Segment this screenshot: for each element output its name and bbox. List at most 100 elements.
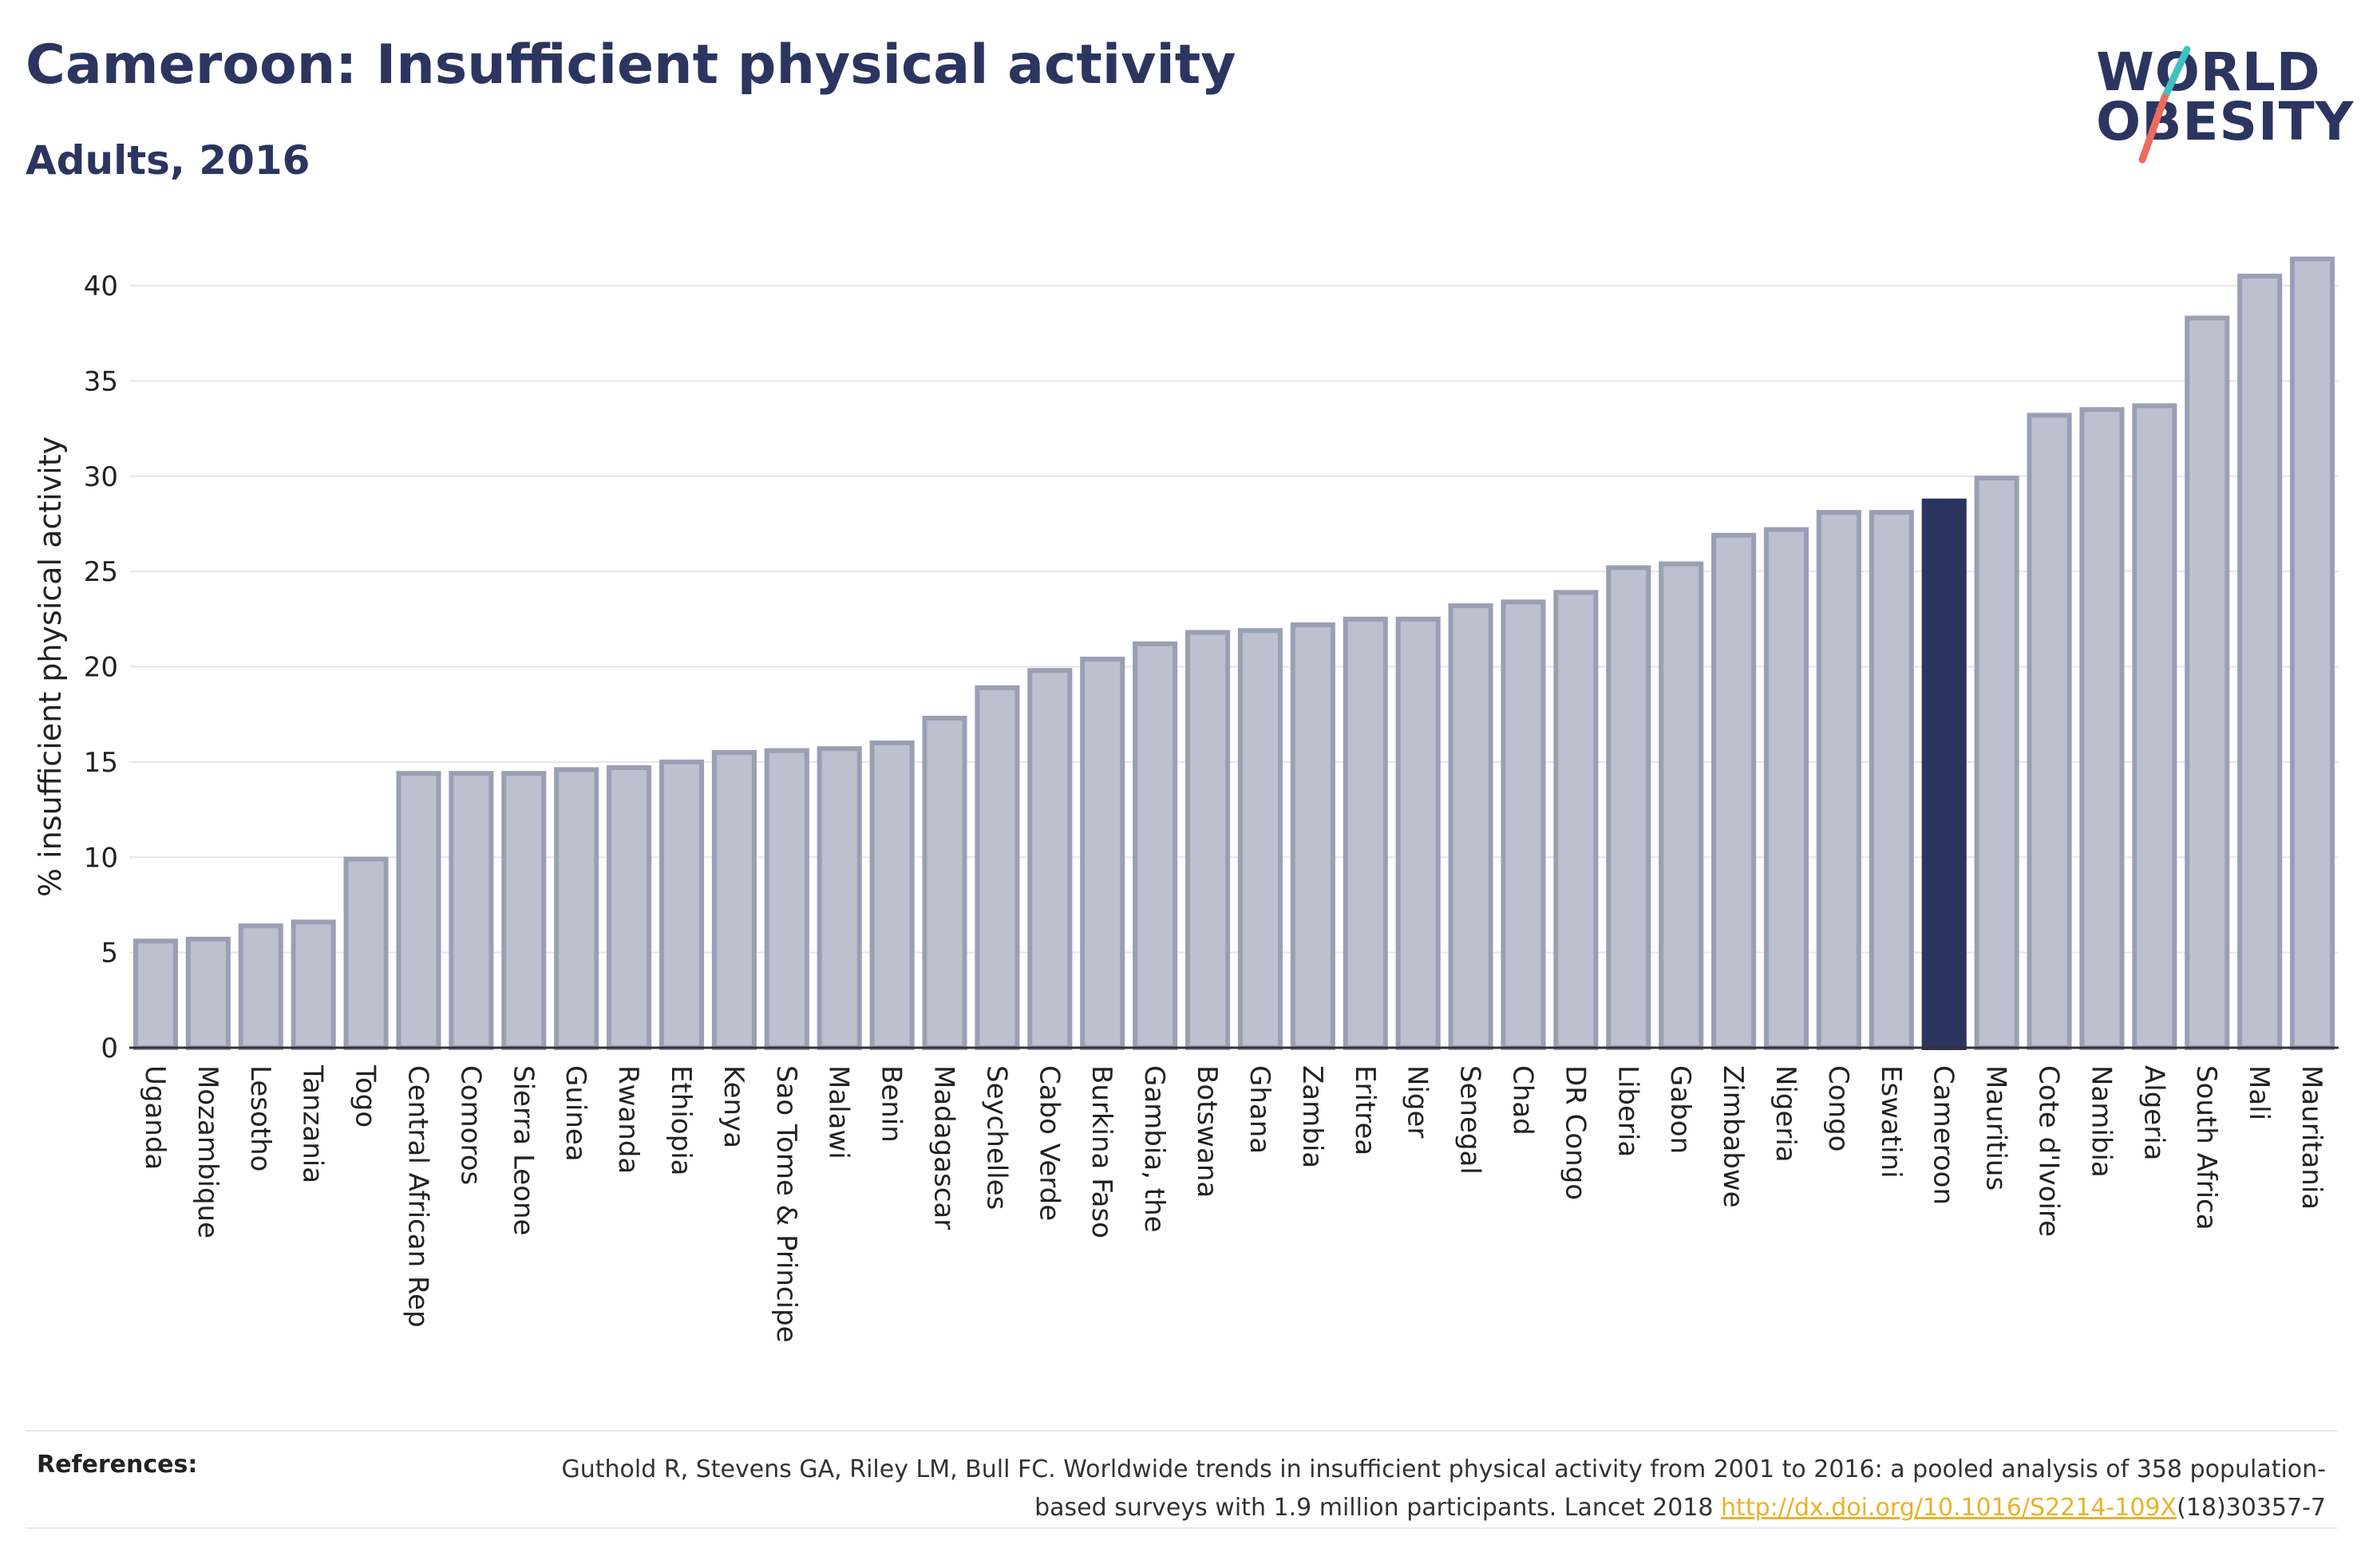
x-tick-label: Togo [350, 1064, 382, 1128]
x-tick-label: Madagascar [928, 1065, 960, 1230]
bar [291, 919, 336, 1050]
x-tick-label: South Africa [2190, 1065, 2222, 1230]
bar [764, 748, 809, 1050]
y-tick-label: 40 [84, 271, 118, 302]
logo-line-1: WORLD [2096, 41, 2321, 103]
bar [607, 765, 652, 1050]
bar [343, 856, 389, 1051]
bar [2079, 407, 2125, 1050]
bar [1185, 630, 1231, 1050]
x-tick-label: Cameroon [1928, 1065, 1960, 1205]
bar-chart: 0 5 10 15 20 25 30 35 40 % insufficient physical … [33, 256, 2339, 1343]
bar [1080, 656, 1125, 1050]
x-tick-label: Chad [1506, 1065, 1538, 1136]
chart-title: Cameroon: Insufficient physical activity [26, 34, 1236, 97]
bar [2290, 256, 2335, 1050]
bar [869, 741, 915, 1050]
x-tick-label: Botswana [1191, 1065, 1223, 1198]
divider-top [26, 1430, 2337, 1432]
bar [922, 715, 967, 1051]
references-label: References: [37, 1451, 198, 1479]
chart-subtitle: Adults, 2016 [26, 137, 310, 184]
bar [1501, 599, 1546, 1050]
x-tick-label: Algeria [2138, 1065, 2169, 1160]
bar [2185, 315, 2230, 1050]
y-tick-label: 30 [84, 461, 118, 493]
bar [501, 771, 547, 1050]
bar [975, 685, 1020, 1050]
x-tick-label: Senegal [1454, 1065, 1486, 1175]
bar [396, 771, 441, 1050]
bar [554, 767, 599, 1050]
bar [2237, 274, 2283, 1050]
bar [1606, 565, 1651, 1051]
reference-doi-link[interactable]: http://dx.doi.org/10.1016/S2214-109X [1721, 1494, 2177, 1522]
y-tick-label: 15 [84, 747, 118, 779]
bar [132, 938, 178, 1050]
x-tick-label: Guinea [560, 1065, 591, 1162]
x-tick-label: Mauritania [2296, 1065, 2327, 1210]
bar-highlight [1921, 498, 1967, 1051]
bar [1659, 561, 1704, 1050]
bar [711, 749, 757, 1050]
bar [1343, 616, 1388, 1050]
x-tick-label: DR Congo [1559, 1065, 1591, 1200]
x-tick-label: Niger [1402, 1065, 1434, 1138]
y-tick-label: 25 [84, 556, 118, 588]
x-tick-label: Cabo Verde [1033, 1065, 1065, 1221]
bar [1711, 532, 1757, 1050]
x-tick-label: Uganda [139, 1065, 171, 1170]
y-tick-label: 10 [84, 842, 118, 874]
bar [1763, 527, 1809, 1051]
x-tick-label: Burkina Faso [1086, 1065, 1117, 1238]
bar [1448, 603, 1493, 1050]
x-tick-label: Nigeria [1770, 1065, 1801, 1163]
reference-citation: Guthold R, Stevens GA, Riley LM, Bull FC… [561, 1455, 2326, 1522]
bar [1133, 641, 1178, 1050]
bar [449, 771, 494, 1050]
y-tick-label: 5 [101, 938, 118, 970]
x-tick-label: Sierra Leone [507, 1065, 539, 1235]
bar [2132, 403, 2177, 1051]
x-tick-label: Lesotho [244, 1065, 276, 1171]
x-tick-label: Benin [876, 1065, 908, 1143]
references-text: Guthold R, Stevens GA, Riley LM, Bull FC… [490, 1451, 2326, 1527]
x-tick-label: Central African Rep [401, 1065, 433, 1328]
x-tick-label: Seychelles [980, 1065, 1012, 1210]
x-tick-label: Eswatini [1875, 1065, 1907, 1179]
y-tick-label: 0 [101, 1033, 118, 1064]
x-tick-label: Ethiopia [665, 1065, 697, 1175]
x-tick-label: Mozambique [192, 1065, 223, 1238]
x-tick-label: Gabon [1664, 1065, 1696, 1154]
bar [1395, 616, 1441, 1050]
divider-bottom [26, 1527, 2337, 1529]
bar [658, 759, 705, 1050]
x-tick-label: Malawi [823, 1065, 855, 1159]
bar [2027, 413, 2072, 1051]
bar [1974, 476, 2019, 1050]
x-tick-label: Ghana [1244, 1065, 1275, 1154]
x-tick-label: Sao Tome & Principe [770, 1065, 802, 1343]
x-tick-label: Cote d'Ivoire [2033, 1065, 2065, 1237]
x-tick-label: Rwanda [612, 1065, 644, 1174]
x-tick-label: Namibia [2085, 1065, 2117, 1178]
y-axis-label: % insufficient physical activity [33, 436, 68, 897]
reference-suffix: (18)30357-7 [2177, 1494, 2326, 1522]
x-tick-label: Mali [2243, 1065, 2275, 1120]
bar [1816, 510, 1861, 1050]
world-obesity-logo: WORLD OBESITY [2085, 41, 2353, 169]
bar [185, 936, 231, 1050]
x-tick-label: Comoros [454, 1065, 486, 1185]
bar [238, 923, 283, 1051]
bar [1869, 510, 1914, 1050]
y-tick-label: 35 [84, 365, 118, 397]
x-tick-label: Zimbabwe [1717, 1065, 1749, 1208]
x-tick-label: Kenya [718, 1065, 749, 1148]
logo-line-2: OBESITY [2096, 91, 2355, 152]
logo-slash-icon [2138, 45, 2191, 164]
x-tick-label: Zambia [1296, 1065, 1328, 1168]
y-tick-label: 20 [84, 652, 118, 684]
bar [1237, 628, 1283, 1050]
x-tick-label: Congo [1822, 1065, 1854, 1151]
bar [817, 746, 862, 1050]
